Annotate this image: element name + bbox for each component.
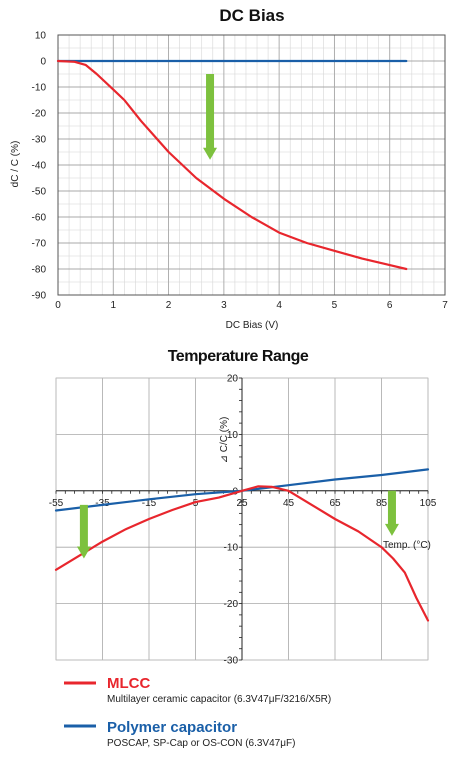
temperature-x-tick-label: -35 bbox=[95, 498, 110, 509]
legend-entry-polymer: Polymer capacitor POSCAP, SP-Cap or OS-C… bbox=[64, 719, 295, 749]
dc-bias-plot-frame bbox=[57, 34, 446, 296]
temperature-arrow-down-icon bbox=[384, 490, 399, 536]
dc-bias-chart: DC Bias 0 1 2 3 4 5 6 7 10 0 -10 -20 -30 -40 -50 -60 -70… bbox=[10, 6, 448, 331]
dc-bias-y-tick-label: -50 bbox=[32, 187, 47, 198]
temperature-y-tick-label: 20 bbox=[227, 374, 239, 385]
dc-bias-x-tick-label: 4 bbox=[276, 300, 282, 311]
temperature-x-tick-label: -55 bbox=[49, 498, 64, 509]
legend-title-polymer: Polymer capacitor bbox=[107, 719, 237, 736]
dc-bias-x-tick-label: 0 bbox=[55, 300, 61, 311]
dc-bias-x-tick-label: 2 bbox=[166, 300, 172, 311]
dc-bias-y-tick-label: -70 bbox=[32, 239, 47, 250]
temperature-x-tick-label: 25 bbox=[236, 498, 248, 509]
dc-bias-x-tick-label: 3 bbox=[221, 300, 227, 311]
dc-bias-y-tick-label: -10 bbox=[32, 83, 47, 94]
temperature-x-tick-label: 105 bbox=[420, 498, 437, 509]
dc-bias-series-line-mlcc bbox=[56, 59, 408, 271]
dc-bias-ticks: 0 1 2 3 4 5 6 7 10 0 -10 -20 -30 -40 -50 -60 -70 -80 -90 bbox=[32, 31, 449, 312]
legend-subtitle-mlcc: Multilayer ceramic capacitor (6.3V47μF/3… bbox=[107, 694, 331, 705]
temperature-arrow-down-icon bbox=[76, 504, 91, 559]
temperature-y-tick-label: -30 bbox=[224, 656, 239, 667]
dc-bias-y-tick-label: -90 bbox=[32, 291, 47, 302]
dc-bias-y-axis-label: dC / C (%) bbox=[10, 141, 21, 188]
temperature-annotations bbox=[76, 490, 399, 559]
dc-bias-y-tick-label: 10 bbox=[35, 31, 47, 42]
dc-bias-x-tick-label: 1 bbox=[111, 300, 117, 311]
temperature-y-tick-label: 10 bbox=[227, 430, 239, 441]
temperature-y-tick-label: -10 bbox=[224, 543, 239, 554]
dc-bias-y-tick-label: -80 bbox=[32, 265, 47, 276]
dc-bias-x-tick-label: 7 bbox=[442, 300, 448, 311]
legend-entry-mlcc: MLCC Multilayer ceramic capacitor (6.3V4… bbox=[64, 675, 331, 705]
temperature-x-axis-label: Temp. (°C) bbox=[383, 540, 431, 551]
legend: MLCC Multilayer ceramic capacitor (6.3V4… bbox=[64, 675, 331, 749]
temperature-x-tick-label: 65 bbox=[329, 498, 341, 509]
temperature-x-tick-label: 5 bbox=[193, 498, 199, 509]
temperature-range-chart-title: Temperature Range bbox=[168, 348, 309, 365]
dc-bias-annotations bbox=[203, 74, 218, 160]
temperature-y-axis-label: ⊿ C/C (%) bbox=[219, 417, 230, 464]
dc-bias-x-tick-label: 5 bbox=[332, 300, 338, 311]
temperature-grid bbox=[55, 377, 429, 661]
dc-bias-y-tick-label: -20 bbox=[32, 109, 47, 120]
dc-bias-series bbox=[56, 59, 408, 271]
dc-bias-x-tick-label: 6 bbox=[387, 300, 393, 311]
dc-bias-grid bbox=[57, 34, 446, 296]
legend-title-mlcc: MLCC bbox=[107, 675, 150, 692]
dc-bias-y-tick-label: -60 bbox=[32, 213, 47, 224]
temperature-series bbox=[54, 468, 430, 622]
dc-bias-x-axis-label: DC Bias (V) bbox=[226, 320, 279, 331]
dc-bias-y-tick-label: -40 bbox=[32, 161, 47, 172]
temperature-y-tick-label: -20 bbox=[224, 599, 239, 610]
dc-bias-chart-title: DC Bias bbox=[219, 6, 284, 25]
temperature-series-line-mlcc bbox=[54, 485, 430, 622]
dc-bias-arrow-down-icon bbox=[203, 74, 218, 160]
dc-bias-y-tick-label: -30 bbox=[32, 135, 47, 146]
temperature-x-tick-label: -15 bbox=[142, 498, 157, 509]
temperature-range-chart: Temperature Range -55 -35 -15 5 25 45 65 85 105 2… bbox=[49, 348, 437, 667]
dc-bias-y-tick-label: 0 bbox=[40, 57, 46, 68]
temperature-x-tick-label: 45 bbox=[283, 498, 295, 509]
legend-subtitle-polymer: POSCAP, SP-Cap or OS-CON (6.3V47μF) bbox=[107, 738, 295, 749]
temperature-x-tick-label: 85 bbox=[376, 498, 388, 509]
